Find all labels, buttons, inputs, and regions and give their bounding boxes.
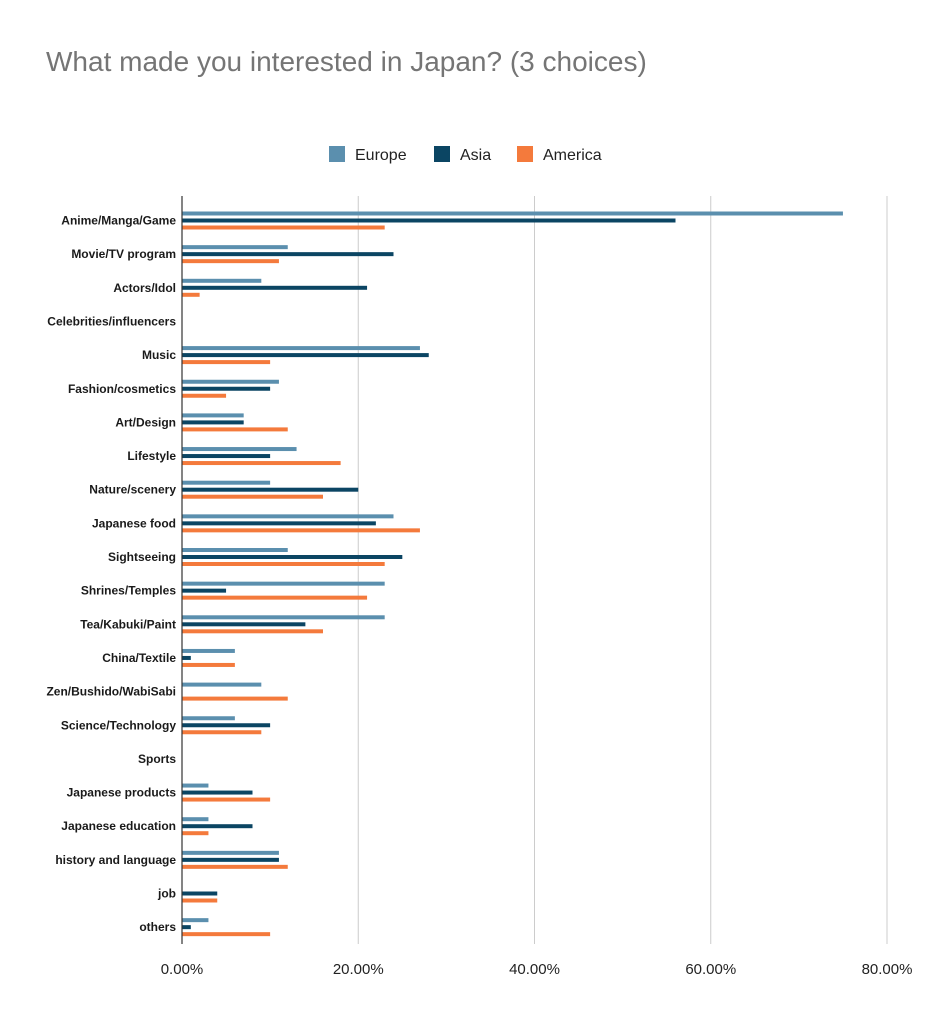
category-label: Sports	[138, 752, 176, 766]
bar-america	[182, 696, 288, 701]
bar-america	[182, 864, 288, 869]
bar-asia	[182, 891, 218, 896]
bar-asia	[182, 723, 271, 728]
bar-america	[182, 662, 235, 667]
bar-asia	[182, 285, 368, 290]
bar-america	[182, 393, 227, 398]
bar-america	[182, 898, 218, 903]
category-label: Music	[142, 348, 176, 362]
legend-label-europe: Europe	[355, 147, 407, 164]
bar-asia	[182, 386, 271, 391]
bar-america	[182, 562, 385, 566]
bar-europe	[182, 211, 843, 216]
bar-asia	[182, 218, 676, 223]
chart-title: What made you interested in Japan? (3 ch…	[46, 46, 647, 77]
category-label: Japanese education	[61, 819, 176, 833]
bar-europe	[182, 548, 288, 552]
category-label: job	[157, 887, 176, 901]
bar-europe	[182, 447, 297, 452]
bar-europe	[182, 581, 385, 586]
category-label: Nature/scenery	[89, 483, 176, 497]
bar-europe	[182, 413, 244, 418]
bar-europe	[182, 346, 420, 351]
bar-asia	[182, 555, 403, 559]
category-label: Japanese food	[92, 516, 176, 530]
bar-europe	[182, 245, 288, 250]
bar-europe	[182, 716, 235, 721]
bar-america	[182, 797, 271, 802]
bar-asia	[182, 655, 191, 660]
category-label: history and language	[55, 853, 176, 867]
category-label: Actors/Idol	[113, 281, 176, 295]
bar-europe	[182, 850, 279, 855]
bar-asia	[182, 925, 191, 930]
bar-america	[182, 932, 271, 937]
legend-label-asia: Asia	[460, 147, 491, 164]
x-tick-label: 40.00%	[509, 961, 560, 978]
category-label: Zen/Bushido/WabiSabi	[46, 685, 176, 699]
x-tick-label: 0.00%	[161, 961, 204, 978]
bar-europe	[182, 682, 262, 687]
bar-america	[182, 494, 323, 499]
category-label: Tea/Kabuki/Paint	[80, 617, 176, 631]
bar-america	[182, 595, 368, 600]
bar-america	[182, 427, 288, 432]
x-tick-label: 80.00%	[862, 961, 913, 978]
bar-asia	[182, 824, 253, 829]
category-label: Science/Technology	[61, 718, 176, 732]
bar-asia	[182, 622, 306, 627]
category-label: Anime/Manga/Game	[61, 214, 176, 228]
bar-europe	[182, 514, 394, 519]
bar-america	[182, 528, 420, 533]
legend-label-america: America	[543, 147, 602, 164]
bar-europe	[182, 648, 235, 653]
category-label: Sightseeing	[108, 550, 176, 564]
bar-america	[182, 225, 385, 230]
legend-swatch-america	[517, 146, 533, 162]
bar-asia	[182, 420, 244, 425]
bar-america	[182, 831, 209, 836]
bar-europe	[182, 817, 209, 822]
bar-europe	[182, 278, 262, 283]
bar-america	[182, 292, 200, 297]
x-tick-label: 60.00%	[685, 961, 736, 978]
bar-europe	[182, 615, 385, 620]
category-label: Celebrities/influencers	[47, 314, 176, 328]
bar-america	[182, 629, 323, 634]
bar-america	[182, 730, 262, 735]
category-label: China/Textile	[102, 651, 176, 665]
bar-asia	[182, 521, 376, 526]
bar-europe	[182, 783, 209, 788]
category-label: Shrines/Temples	[81, 584, 176, 598]
bar-asia	[182, 790, 253, 795]
bar-europe	[182, 480, 271, 485]
bar-europe	[182, 918, 209, 923]
category-label: Lifestyle	[127, 449, 176, 463]
bar-america	[182, 360, 271, 365]
category-label: Japanese products	[67, 786, 177, 800]
bar-europe	[182, 379, 279, 384]
bar-america	[182, 461, 341, 466]
bar-america	[182, 259, 279, 264]
legend-swatch-asia	[434, 146, 450, 162]
bar-asia	[182, 252, 394, 257]
x-tick-label: 20.00%	[333, 961, 384, 978]
legend-swatch-europe	[329, 146, 345, 162]
bar-asia	[182, 353, 429, 358]
bar-asia	[182, 588, 227, 593]
bar-asia	[182, 857, 279, 862]
category-label: Fashion/cosmetics	[68, 382, 176, 396]
bar-asia	[182, 454, 271, 459]
category-label: Movie/TV program	[71, 247, 176, 261]
category-label: others	[139, 920, 176, 934]
category-label: Art/Design	[115, 415, 176, 429]
bar-asia	[182, 487, 359, 492]
